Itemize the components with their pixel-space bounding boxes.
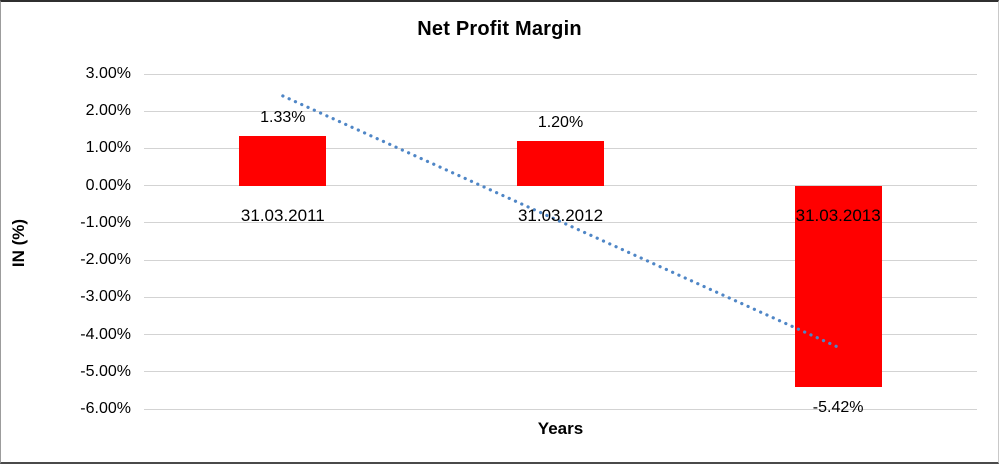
x-category-label: 31.03.2012	[517, 205, 604, 225]
bar-data-label: 1.20%	[537, 114, 584, 131]
gridline	[144, 222, 977, 224]
bar-data-label: 1.33%	[260, 109, 306, 127]
gridline	[144, 259, 977, 261]
bar	[239, 136, 327, 186]
y-axis-tick-label: 0.00%	[85, 176, 131, 194]
bar	[794, 185, 882, 388]
gridline	[144, 334, 977, 336]
x-category-label: 31.03.2013	[795, 205, 881, 225]
x-category-label: 31.03.2011	[240, 205, 325, 225]
trendline	[281, 94, 840, 349]
y-axis-tick-label: -6.00%	[80, 400, 131, 417]
y-axis-tick-label: -1.00%	[80, 213, 131, 231]
y-axis-tick-label: -3.00%	[80, 288, 131, 306]
x-axis-title: Years	[537, 419, 584, 438]
gridline	[144, 408, 977, 410]
gridline	[144, 371, 977, 373]
chart-title: Net Profit Margin	[417, 18, 582, 40]
gridline	[144, 296, 977, 298]
bar	[517, 141, 604, 186]
y-axis-tick-label: -5.00%	[80, 362, 131, 380]
plot-area: 3.00% 2.00% 1.00% 0.00% -1.00% -2.00% -3.00% -4…	[80, 65, 977, 417]
gridline	[144, 185, 977, 187]
y-axis-title: IN (%)	[9, 218, 28, 268]
y-axis-tick-label: 1.00%	[85, 139, 131, 157]
y-axis-tick-label: 2.00%	[85, 102, 131, 120]
gridline	[144, 73, 977, 75]
y-axis-tick-label: -2.00%	[80, 251, 131, 269]
gridline	[144, 110, 977, 112]
bar-data-label: -5.42%	[812, 399, 864, 417]
y-axis-tick-label: 3.00%	[85, 65, 131, 82]
y-axis-tick-label: -4.00%	[80, 325, 131, 343]
